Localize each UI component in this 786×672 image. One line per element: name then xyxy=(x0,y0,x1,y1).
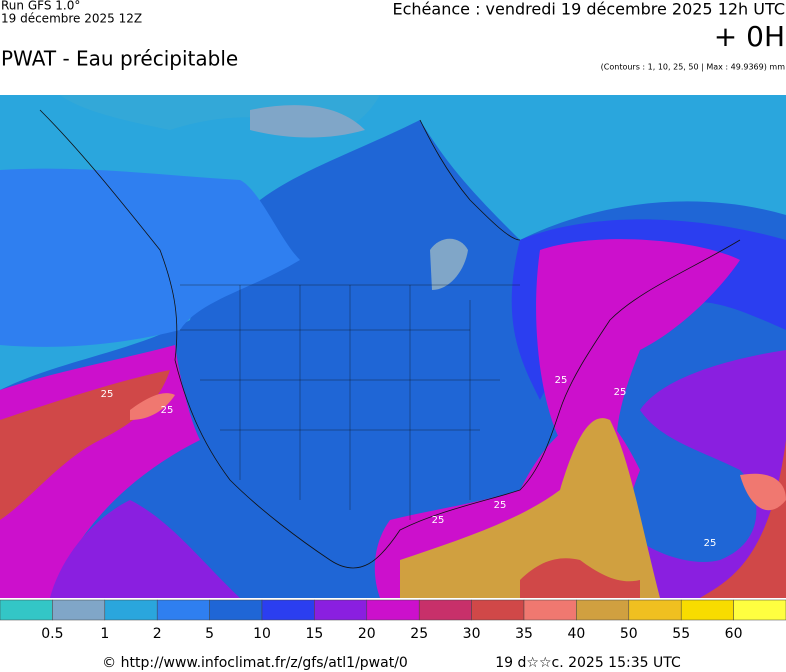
legend-swatch xyxy=(418,599,472,621)
legend: 0.5 1 2 5 10 15 20 25 30 35 40 50 55 60 xyxy=(0,599,786,642)
legend-swatch xyxy=(156,599,210,621)
legend-swatch xyxy=(471,599,525,621)
legend-label: 1 xyxy=(100,626,109,642)
area xyxy=(50,500,240,598)
contour-label: 25 xyxy=(494,500,507,511)
run: Run GFS 1.0° xyxy=(1,0,80,13)
title: PWAT - Eau précipitable xyxy=(1,47,238,71)
legend-swatch xyxy=(52,599,106,621)
legend-swatch xyxy=(680,599,734,621)
legend-swatch xyxy=(733,599,786,621)
area xyxy=(130,393,175,420)
area xyxy=(0,95,786,390)
area xyxy=(0,168,300,347)
legend-label: 50 xyxy=(620,626,638,642)
footer-source: © http://www.infoclimat.fr/z/gfs/atl1/pw… xyxy=(102,655,408,671)
area xyxy=(600,350,786,598)
map: 25 25 25 25 25 25 25 xyxy=(0,95,786,598)
legend-swatch xyxy=(209,599,263,621)
area xyxy=(430,238,468,290)
area xyxy=(520,558,640,598)
area xyxy=(700,440,786,598)
valid-time: Echéance : vendredi 19 décembre 2025 12h… xyxy=(393,0,786,19)
legend-label: 2 xyxy=(153,626,162,642)
legend-swatch xyxy=(261,599,315,621)
contour-labels: 25 25 25 25 25 25 25 xyxy=(101,375,717,549)
legend-label: 30 xyxy=(463,626,481,642)
contour-label: 25 xyxy=(101,389,114,400)
legend-swatch xyxy=(523,599,577,621)
legend-swatch xyxy=(576,599,630,621)
contour-label: 25 xyxy=(432,515,445,526)
contour-label: 25 xyxy=(555,375,568,386)
area xyxy=(0,95,380,132)
legend-label: 35 xyxy=(515,626,533,642)
contour-label: 25 xyxy=(614,387,627,398)
legend-label: 40 xyxy=(567,626,585,642)
contour-label: 25 xyxy=(704,538,717,549)
legend-swatch xyxy=(628,599,682,621)
coastline xyxy=(39,109,741,569)
area xyxy=(740,473,786,511)
area xyxy=(250,105,365,138)
legend-swatch xyxy=(104,599,158,621)
legend-label: 25 xyxy=(410,626,428,642)
offset: + 0H xyxy=(714,20,785,53)
area xyxy=(0,370,170,520)
contour-label: 25 xyxy=(161,405,174,416)
legend-label: 0.5 xyxy=(41,626,63,642)
area xyxy=(400,418,660,598)
coastline xyxy=(419,119,521,241)
footer-date: 19 d☆☆c. 2025 15:35 UTC xyxy=(495,655,681,671)
legend-label: 5 xyxy=(205,626,214,642)
contours: (Contours : 1, 10, 25, 50 | Max : 49.936… xyxy=(601,63,786,72)
legend-label: 55 xyxy=(672,626,690,642)
legend-label: 15 xyxy=(305,626,323,642)
legend-label: 20 xyxy=(358,626,376,642)
legend-label: 10 xyxy=(253,626,271,642)
legend-swatch xyxy=(314,599,368,621)
legend-swatch xyxy=(366,599,420,621)
run-date: 19 décembre 2025 12Z xyxy=(1,12,142,26)
borders xyxy=(180,284,520,520)
legend-label: 60 xyxy=(725,626,743,642)
legend-swatch xyxy=(0,599,53,621)
